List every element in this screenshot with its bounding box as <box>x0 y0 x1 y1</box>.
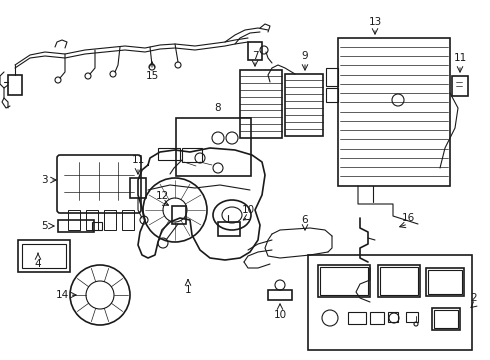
Text: 13: 13 <box>368 17 382 27</box>
Text: 5: 5 <box>41 221 48 231</box>
Bar <box>378 265 420 297</box>
Bar <box>326 88 338 102</box>
Bar <box>428 270 462 294</box>
Bar <box>130 178 146 198</box>
Text: 10: 10 <box>242 205 255 215</box>
Text: 7: 7 <box>252 51 258 61</box>
Bar <box>8 75 22 95</box>
Text: 10: 10 <box>273 310 287 320</box>
Bar <box>176 118 251 176</box>
Text: 12: 12 <box>155 191 169 201</box>
Bar <box>18 240 70 272</box>
Text: 14: 14 <box>55 290 69 300</box>
Bar <box>370 312 384 324</box>
Bar <box>348 312 366 324</box>
Bar <box>285 74 323 136</box>
Text: 9: 9 <box>302 51 308 61</box>
Text: 8: 8 <box>215 103 221 113</box>
Bar <box>268 290 292 300</box>
Bar <box>320 267 368 295</box>
Text: 15: 15 <box>146 71 159 81</box>
Bar <box>182 148 202 162</box>
Bar <box>218 222 240 236</box>
Bar <box>248 42 262 60</box>
Bar <box>158 148 180 160</box>
Bar <box>452 76 468 96</box>
Bar <box>406 312 418 322</box>
Bar <box>426 268 464 296</box>
Text: 11: 11 <box>131 155 145 165</box>
Text: 1: 1 <box>185 285 191 295</box>
Text: 2: 2 <box>471 293 477 303</box>
Bar <box>240 70 282 138</box>
Text: 11: 11 <box>453 53 466 63</box>
Bar <box>172 206 186 224</box>
Bar <box>122 210 134 230</box>
Bar <box>338 38 450 186</box>
Bar <box>104 210 116 230</box>
Bar <box>434 310 458 328</box>
Bar <box>58 220 94 232</box>
Text: 4: 4 <box>35 259 41 269</box>
Bar <box>86 210 98 230</box>
Bar <box>92 222 102 230</box>
Bar <box>68 210 80 230</box>
Bar <box>326 68 338 86</box>
Bar <box>380 267 418 295</box>
Bar <box>308 255 472 350</box>
Text: 6: 6 <box>302 215 308 225</box>
Bar <box>318 265 370 297</box>
Bar <box>22 244 66 268</box>
Text: 16: 16 <box>401 213 415 223</box>
Bar <box>432 308 460 330</box>
Text: 3: 3 <box>41 175 48 185</box>
Bar <box>388 312 398 322</box>
